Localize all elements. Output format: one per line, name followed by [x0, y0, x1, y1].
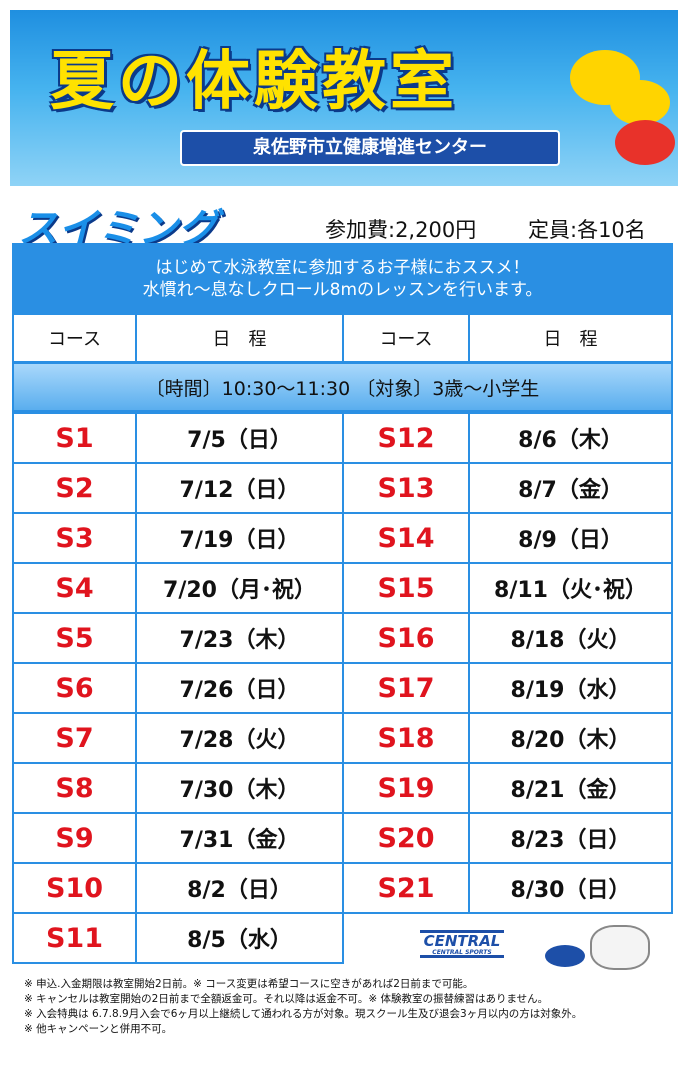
- course-date: 8/19（水）: [468, 662, 673, 714]
- course-date: 8/9（日）: [468, 512, 673, 564]
- course-date: 8/30（日）: [468, 862, 673, 914]
- course-date: 7/20（月･祝）: [135, 562, 344, 614]
- course-date: 7/23（木）: [135, 612, 344, 664]
- course-date: 7/12（日）: [135, 462, 344, 514]
- course-date: 8/23（日）: [468, 812, 673, 864]
- course-code: S12: [342, 412, 470, 464]
- info-row: 〔時間〕10:30〜11:30 〔対象〕3歳〜小学生: [12, 362, 673, 412]
- course-code: S9: [12, 812, 137, 864]
- course-code: S10: [12, 862, 137, 914]
- note: ※ 他キャンペーンと併用不可。: [24, 1023, 173, 1035]
- course-code: S2: [12, 462, 137, 514]
- course-code: S5: [12, 612, 137, 664]
- course-code: S18: [342, 712, 470, 764]
- course-date: 7/31（金）: [135, 812, 344, 864]
- course-code: S11: [12, 912, 137, 964]
- course-code: S6: [12, 662, 137, 714]
- subtitle: 泉佐野市立健康増進センター: [180, 130, 560, 166]
- course-date: 7/30（木）: [135, 762, 344, 814]
- logo-sub: CENTRAL SPORTS: [432, 949, 492, 956]
- course-date: 8/20（木）: [468, 712, 673, 764]
- title: 夏の体験教室: [50, 45, 458, 119]
- kid-cap: [615, 120, 675, 165]
- note: ※ キャンセルは教室開始の2日前まで全額返金可。それ以降は返金不可。※ 体験教室…: [24, 993, 549, 1005]
- disc-icon: [545, 945, 585, 967]
- course-code: S15: [342, 562, 470, 614]
- header-cell: 日 程: [135, 313, 344, 363]
- course-code: S1: [12, 412, 137, 464]
- course-date: 8/11（火･祝）: [468, 562, 673, 614]
- kid-cap: [610, 80, 670, 125]
- capacity: 定員:各10名: [528, 218, 646, 242]
- note: ※ 申込.入金期限は教室開始2日前。※ コース変更は希望コースに空きがあれば2日…: [24, 978, 474, 990]
- course-code: S20: [342, 812, 470, 864]
- course-code: S21: [342, 862, 470, 914]
- course-code: S16: [342, 612, 470, 664]
- intro: はじめて水泳教室に参加するお子様におススメ！ 水慣れ〜息なしクロール8mのレッス…: [12, 243, 673, 313]
- course-code: S13: [342, 462, 470, 514]
- header-cell: 日 程: [468, 313, 673, 363]
- course-code: S17: [342, 662, 470, 714]
- course-code: S4: [12, 562, 137, 614]
- note: ※ 入会特典は 6.7.8.9月入会で6ヶ月以上継続して通われる方が対象。現スク…: [24, 1008, 583, 1020]
- course-date: 7/5（日）: [135, 412, 344, 464]
- course-code: S8: [12, 762, 137, 814]
- intro-line: 水慣れ〜息なしクロール8mのレッスンを行います。: [142, 280, 543, 300]
- course-code: S19: [342, 762, 470, 814]
- course-date: 7/28（火）: [135, 712, 344, 764]
- course-code: S14: [342, 512, 470, 564]
- course-date: 8/7（金）: [468, 462, 673, 514]
- banner: 夏の体験教室 泉佐野市立健康増進センター: [10, 10, 678, 186]
- course-date: 7/26（日）: [135, 662, 344, 714]
- course-date: 8/5（水）: [135, 912, 344, 964]
- logo: CENTRAL CENTRAL SPORTS: [420, 930, 504, 958]
- course-date: 8/21（金）: [468, 762, 673, 814]
- header-cell: コース: [342, 313, 470, 363]
- header-cell: コース: [12, 313, 137, 363]
- course-date: 8/18（火）: [468, 612, 673, 664]
- dog-icon: [590, 925, 650, 970]
- course-date: 8/2（日）: [135, 862, 344, 914]
- course-date: 7/19（日）: [135, 512, 344, 564]
- fee: 参加費:2,200円: [325, 218, 477, 242]
- logo-brand: CENTRAL: [423, 932, 501, 950]
- intro-line: はじめて水泳教室に参加するお子様におススメ！: [155, 258, 530, 278]
- course-date: 8/6（木）: [468, 412, 673, 464]
- course-code: S3: [12, 512, 137, 564]
- course-code: S7: [12, 712, 137, 764]
